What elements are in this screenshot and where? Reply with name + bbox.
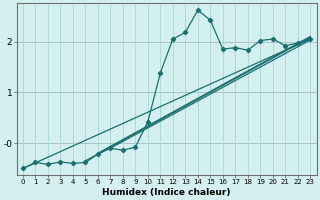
X-axis label: Humidex (Indice chaleur): Humidex (Indice chaleur) xyxy=(102,188,231,197)
